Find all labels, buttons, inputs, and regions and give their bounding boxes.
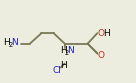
Text: H: H	[60, 46, 67, 55]
Text: 2: 2	[65, 50, 69, 56]
Text: O: O	[98, 29, 105, 38]
Text: N: N	[67, 46, 74, 55]
Text: 2: 2	[9, 42, 13, 48]
Text: H: H	[103, 29, 110, 38]
Text: N: N	[11, 38, 18, 47]
Text: O: O	[98, 51, 105, 60]
Text: H: H	[61, 61, 67, 70]
Text: H: H	[3, 38, 10, 47]
Text: Cl: Cl	[52, 66, 61, 75]
